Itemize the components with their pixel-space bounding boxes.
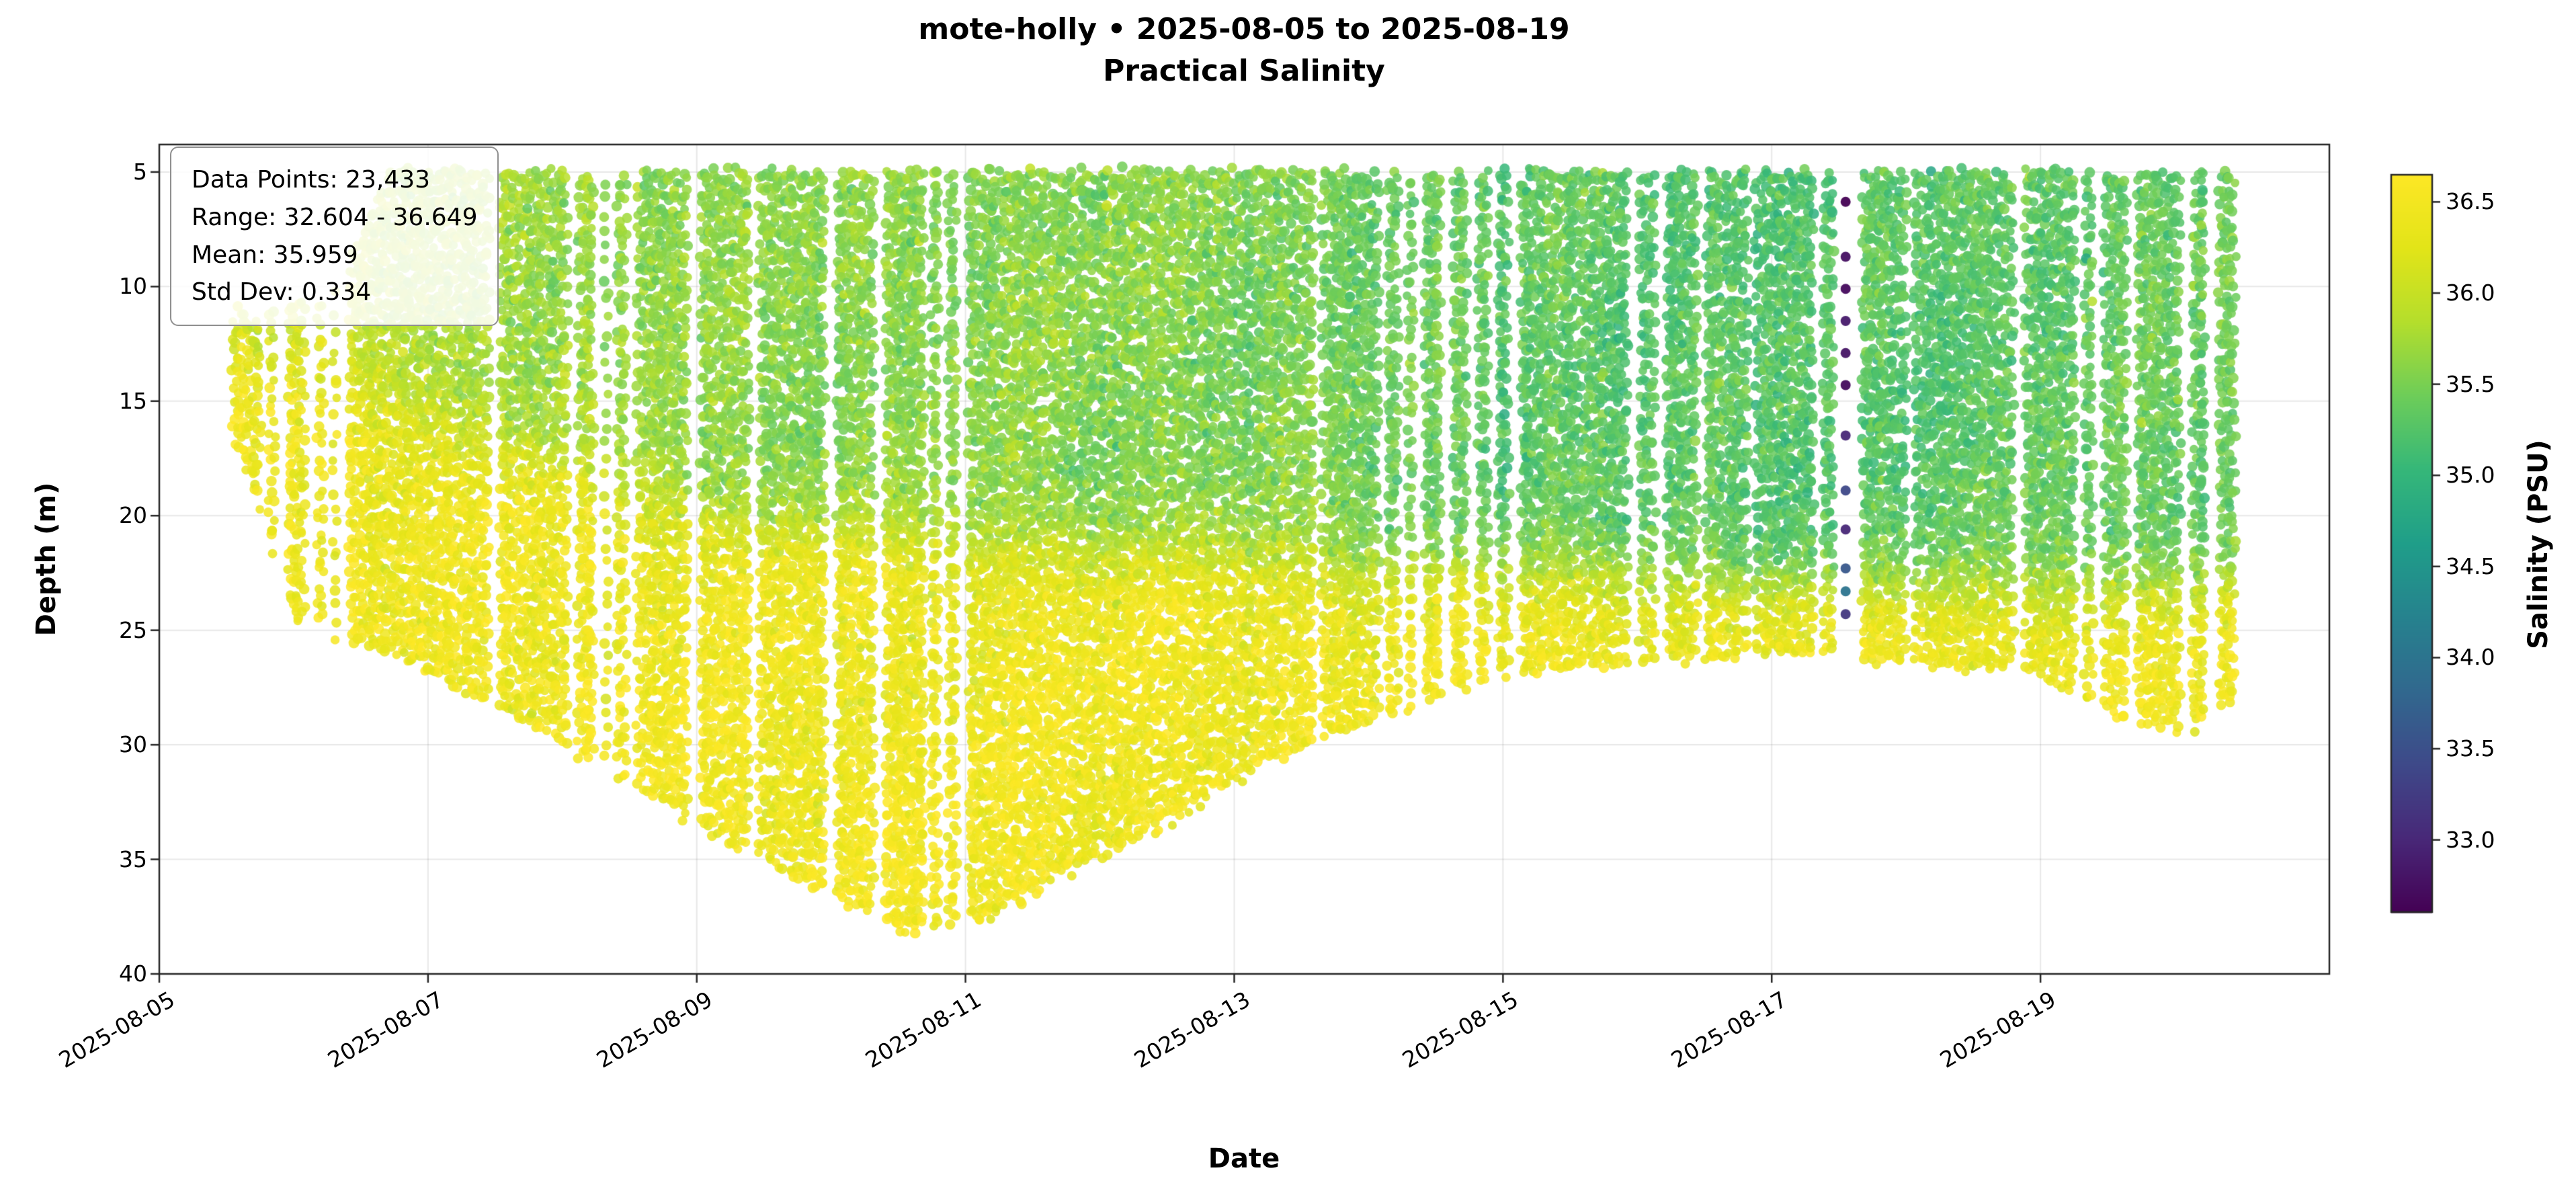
y-tick-label: 5 (133, 158, 147, 185)
stats-box: Data Points: 23,433 Range: 32.604 - 36.6… (170, 147, 499, 327)
y-tick-label: 20 (119, 502, 147, 529)
y-tick-label: 25 (119, 616, 147, 643)
stats-range: Range: 32.604 - 36.649 (192, 203, 478, 231)
y-tick-label: 30 (119, 731, 147, 758)
y-axis-label: Depth (m) (31, 482, 62, 637)
y-tick-label: 10 (119, 273, 147, 300)
stats-data-points: Data Points: 23,433 (192, 166, 431, 194)
colorbar-tick-label: 36.5 (2446, 188, 2495, 215)
stats-std-dev: Std Dev: 0.334 (192, 278, 372, 306)
stats-mean: Mean: 35.959 (192, 241, 358, 269)
chart-title: mote-holly • 2025-08-05 to 2025-08-19 (918, 12, 1570, 46)
colorbar-tick-label: 34.5 (2446, 552, 2495, 579)
colorbar-tick-label: 33.0 (2446, 826, 2495, 853)
colorbar-tick-label: 34.0 (2446, 644, 2495, 671)
colorbar-tick-label: 35.5 (2446, 370, 2495, 397)
colorbar-label: Salinity (PSU) (2523, 440, 2554, 649)
y-tick-label: 35 (119, 846, 147, 872)
colorbar-tick-label: 33.5 (2446, 735, 2495, 762)
colorbar-tick-label: 36.0 (2446, 280, 2495, 306)
y-tick-label: 15 (119, 387, 147, 414)
colorbar-tick-label: 35.0 (2446, 462, 2495, 489)
y-tick-label: 40 (119, 960, 147, 987)
chart-subtitle: Practical Salinity (1103, 54, 1385, 88)
x-axis-label: Date (1208, 1143, 1280, 1174)
